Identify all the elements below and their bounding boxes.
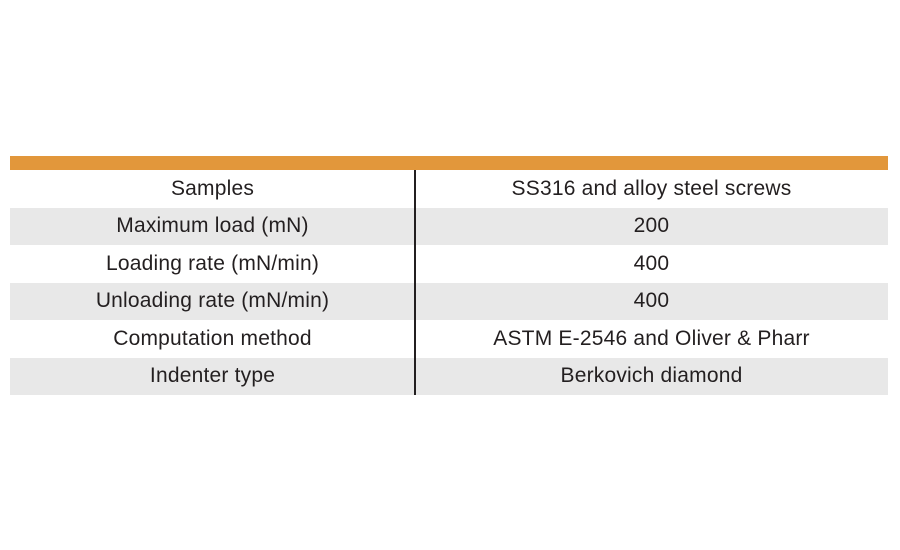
row-value: 400	[633, 289, 670, 313]
table-row: Indenter type Berkovich diamond	[10, 357, 888, 395]
table-row: Samples SS316 and alloy steel screws	[10, 170, 888, 208]
table-row: Computation method ASTM E-2546 and Olive…	[10, 320, 888, 358]
row-value: 400	[633, 251, 670, 275]
table-row: Maximum load (mN) 200	[10, 207, 888, 245]
parameters-table: Samples SS316 and alloy steel screws Max…	[10, 156, 888, 395]
row-label: Samples	[170, 176, 255, 200]
table-accent-bar	[10, 156, 888, 170]
table-row: Unloading rate (mN/min) 400	[10, 282, 888, 320]
row-label: Unloading rate (mN/min)	[95, 289, 330, 313]
row-value: ASTM E-2546 and Oliver & Pharr	[493, 326, 810, 350]
row-value: 200	[633, 214, 670, 238]
column-divider-line	[414, 170, 416, 395]
row-value: SS316 and alloy steel screws	[511, 176, 792, 200]
row-label: Maximum load (mN)	[116, 214, 309, 238]
row-label: Loading rate (mN/min)	[105, 251, 320, 275]
row-label: Computation method	[113, 326, 312, 350]
row-label: Indenter type	[149, 364, 276, 388]
table-row: Loading rate (mN/min) 400	[10, 245, 888, 283]
row-value: Berkovich diamond	[560, 364, 743, 388]
table-body: Samples SS316 and alloy steel screws Max…	[10, 170, 888, 395]
